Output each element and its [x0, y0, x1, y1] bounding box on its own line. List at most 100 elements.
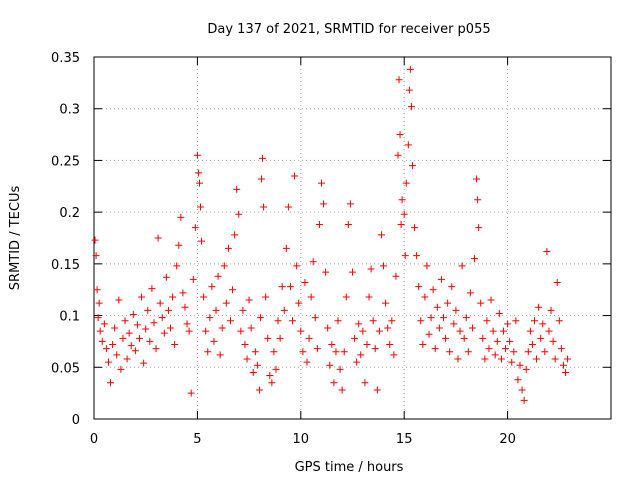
data-point	[144, 306, 152, 314]
data-point	[156, 299, 164, 307]
data-point	[146, 337, 154, 345]
data-point	[206, 314, 214, 322]
data-point	[439, 314, 447, 322]
data-point	[160, 329, 168, 337]
data-point	[222, 299, 230, 307]
data-point	[96, 327, 104, 335]
data-point	[555, 317, 563, 325]
data-point	[111, 324, 119, 332]
data-point	[107, 379, 115, 387]
data-point	[93, 286, 101, 294]
data-point	[392, 272, 400, 280]
data-point	[328, 341, 336, 349]
data-point	[169, 293, 177, 301]
data-point	[386, 341, 394, 349]
data-point	[520, 396, 528, 404]
y-tick-label: 0	[72, 413, 80, 428]
data-point	[452, 306, 460, 314]
data-point	[297, 327, 305, 335]
data-point	[474, 196, 482, 204]
data-point	[278, 283, 286, 291]
data-point	[189, 275, 197, 283]
data-point	[518, 386, 526, 394]
y-tick-label: 0.1	[59, 310, 80, 325]
data-point	[444, 299, 452, 307]
data-point	[543, 247, 551, 255]
data-point	[489, 327, 497, 335]
data-point	[524, 348, 532, 356]
data-point	[462, 314, 470, 322]
data-point	[497, 355, 505, 363]
data-point	[407, 103, 415, 111]
data-point	[198, 237, 206, 245]
data-point	[185, 327, 193, 335]
data-point	[417, 317, 425, 325]
data-point	[367, 265, 375, 273]
data-point	[286, 283, 294, 291]
data-point	[373, 386, 381, 394]
data-point	[138, 293, 146, 301]
data-point	[559, 361, 567, 369]
data-point	[516, 361, 524, 369]
data-point	[415, 283, 423, 291]
data-point	[533, 355, 541, 363]
data-point	[171, 341, 179, 349]
data-point	[320, 200, 328, 208]
data-point	[233, 185, 241, 193]
data-point	[164, 306, 172, 314]
data-point	[113, 351, 121, 359]
data-point	[299, 348, 307, 356]
data-point	[125, 329, 133, 337]
data-point	[338, 386, 346, 394]
data-point	[210, 337, 218, 345]
data-point	[148, 285, 156, 293]
data-point	[311, 314, 319, 322]
data-point	[380, 262, 388, 270]
data-point	[272, 365, 280, 373]
data-point	[562, 368, 570, 376]
plot-frame	[93, 56, 612, 420]
data-point	[506, 337, 514, 345]
axis-ticks: 0 0.05 0.1 0.15 0.2 0.25 0.3 0.35 0 5 10 15 20	[51, 51, 611, 447]
data-point	[293, 262, 301, 270]
data-point	[181, 303, 189, 311]
data-point	[255, 386, 263, 394]
data-point	[375, 327, 383, 335]
data-point	[537, 334, 545, 342]
data-point	[502, 345, 510, 353]
data-point	[460, 334, 468, 342]
data-point	[425, 330, 433, 338]
data-point	[133, 321, 141, 329]
data-point	[183, 320, 191, 328]
data-point	[177, 213, 185, 221]
data-point	[401, 252, 409, 260]
data-point	[549, 337, 557, 345]
data-point	[344, 221, 352, 229]
data-point	[405, 86, 413, 94]
data-point	[249, 368, 257, 376]
data-point	[115, 296, 123, 304]
data-point	[351, 334, 359, 342]
data-point	[332, 348, 340, 356]
data-point	[473, 175, 481, 183]
data-point	[315, 221, 323, 229]
data-point	[216, 351, 224, 359]
data-point	[224, 244, 232, 252]
data-point	[346, 200, 354, 208]
data-point	[361, 379, 369, 387]
data-point	[212, 306, 220, 314]
data-point	[307, 293, 315, 301]
data-point	[95, 299, 103, 307]
data-point	[274, 317, 282, 325]
data-point	[365, 293, 373, 301]
data-point	[247, 324, 255, 332]
data-point	[256, 314, 264, 322]
y-tick-label: 0.2	[59, 206, 80, 221]
data-point	[150, 319, 158, 327]
data-point	[411, 224, 419, 232]
data-point	[349, 268, 356, 276]
data-point	[258, 175, 266, 183]
data-point	[195, 179, 203, 187]
data-point	[237, 327, 245, 335]
